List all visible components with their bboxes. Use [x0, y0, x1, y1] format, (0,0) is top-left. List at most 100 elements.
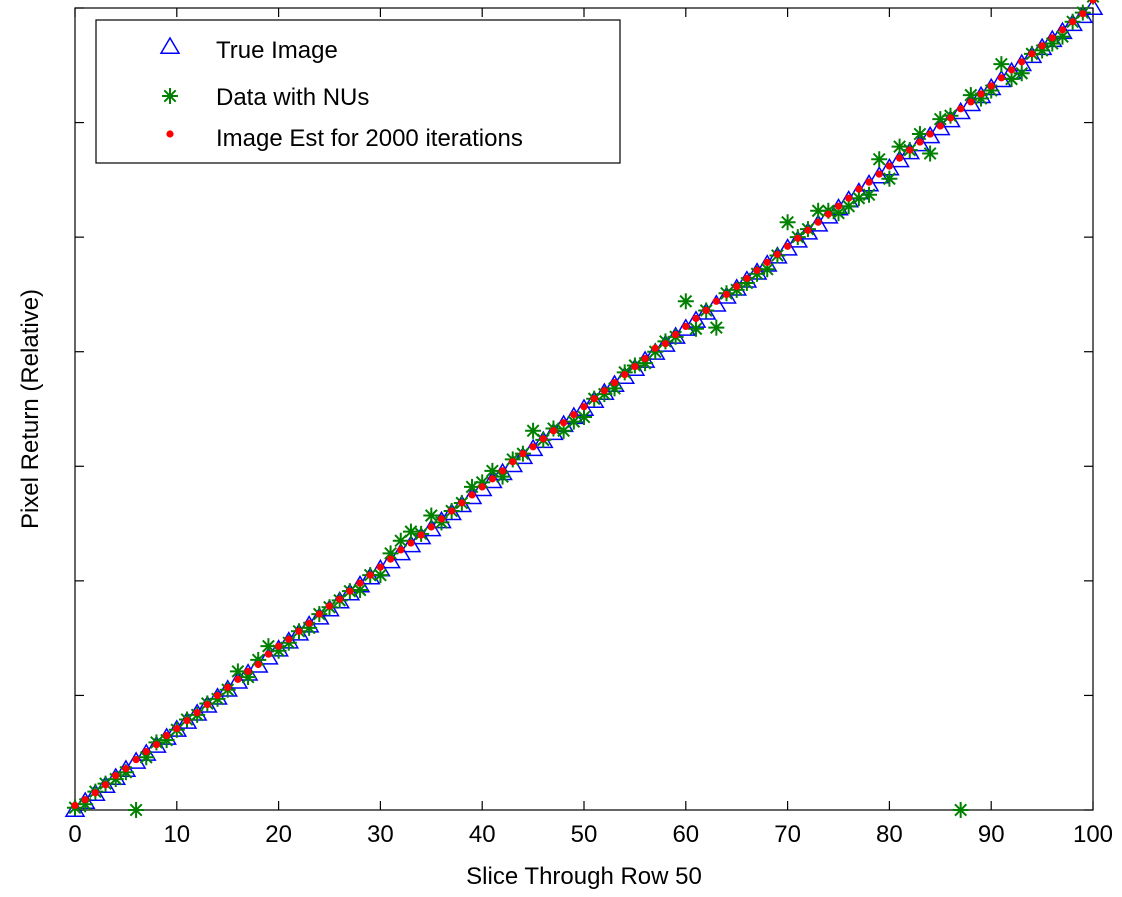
- image-est-point: [417, 531, 425, 539]
- image-est-point: [356, 579, 364, 587]
- image-est-point: [712, 297, 720, 305]
- image-est-point: [682, 322, 690, 331]
- image-est-point: [71, 801, 79, 810]
- x-tick-label: 20: [265, 821, 292, 848]
- legend-label-image-est: Image Est for 2000 iterations: [216, 125, 523, 152]
- data-nu-point: [525, 422, 542, 439]
- x-tick-label: 0: [68, 821, 81, 848]
- image-est-point: [845, 194, 853, 202]
- image-est-point: [1048, 34, 1056, 42]
- tick-labels: 0 10 20 30 40 50 60 70 80 90 100: [68, 821, 1113, 848]
- image-est-point: [498, 467, 507, 475]
- legend-marker-triangle: [159, 36, 181, 55]
- image-est-point: [916, 138, 924, 146]
- x-tick-label: 90: [978, 821, 1005, 848]
- x-tick-label: 60: [672, 821, 699, 848]
- image-est-point: [692, 314, 700, 323]
- image-est-point: [305, 619, 313, 627]
- data-nu-point: [1034, 42, 1051, 59]
- image-est-point: [468, 491, 476, 499]
- image-est-point: [1089, 0, 1097, 4]
- image-est-point: [336, 595, 344, 603]
- data-nu-point: [128, 802, 145, 818]
- x-axis-label: Slice Through Row 50: [466, 863, 702, 890]
- image-est-point: [407, 539, 415, 547]
- image-est-point: [722, 290, 731, 299]
- legend-markers: [159, 36, 181, 138]
- image-est-point: [875, 170, 883, 178]
- image-est-point: [570, 411, 578, 419]
- image-est-point: [824, 210, 832, 218]
- image-est-point: [224, 683, 232, 692]
- image-est-point: [753, 266, 761, 274]
- image-est-point: [244, 667, 252, 675]
- image-est-point: [488, 475, 496, 483]
- image-est-point: [834, 202, 843, 210]
- image-est-point: [122, 765, 130, 773]
- data-nu-point: [402, 523, 419, 540]
- image-est-point: [112, 772, 120, 780]
- data-nu-point: [240, 669, 257, 686]
- image-est-point: [1079, 10, 1087, 18]
- image-est-point: [193, 709, 201, 717]
- image-est-point: [376, 563, 384, 571]
- image-est-point: [1038, 42, 1046, 50]
- image-est-point: [794, 234, 802, 242]
- image-est-point: [346, 587, 354, 595]
- image-est-point: [132, 755, 140, 764]
- data-nu-point: [779, 214, 796, 231]
- legend-marker-dot: [166, 130, 174, 138]
- image-est-point: [437, 515, 446, 523]
- image-est-point: [672, 330, 680, 339]
- image-est-point: [946, 114, 955, 122]
- data-nu-point: [423, 507, 440, 524]
- image-est-point: [458, 499, 466, 507]
- image-est-point: [1069, 18, 1077, 26]
- image-est-point: [366, 571, 374, 579]
- image-est-point: [906, 146, 914, 154]
- image-est-point: [295, 627, 303, 635]
- image-est-point: [275, 642, 283, 650]
- image-est-point: [743, 274, 751, 282]
- image-est-point: [549, 427, 558, 435]
- image-est-point: [315, 610, 323, 618]
- image-est-point: [519, 450, 527, 458]
- legend-label-data-with-nus: Data with NUs: [216, 84, 369, 111]
- x-tick-label: 30: [367, 821, 394, 848]
- data-nu-point: [1013, 65, 1030, 82]
- data-nu-point: [474, 474, 491, 491]
- y-axis-label: Pixel Return (Relative): [17, 289, 44, 529]
- image-est-point: [386, 555, 395, 563]
- image-est-point: [91, 789, 99, 797]
- image-est-point: [539, 435, 547, 443]
- image-est-point: [631, 363, 639, 371]
- image-est-point: [814, 218, 822, 226]
- image-est-point: [895, 154, 904, 162]
- legend: True Image Data with NUs Image Est for 2…: [95, 19, 621, 164]
- data-nu-point: [392, 532, 409, 549]
- image-est-point: [600, 387, 608, 395]
- data-nu-point: [677, 293, 694, 310]
- image-est-point: [397, 546, 405, 554]
- image-est-point: [865, 178, 873, 186]
- x-tick-label: 70: [774, 821, 801, 848]
- image-est-point: [641, 354, 649, 363]
- data-nu-point: [687, 320, 704, 337]
- x-tick-label: 40: [469, 821, 496, 848]
- image-est-point: [997, 74, 1005, 82]
- image-est-point: [702, 306, 710, 315]
- image-est-point: [173, 725, 181, 733]
- image-est-point: [448, 507, 456, 515]
- image-est-point: [1018, 58, 1026, 66]
- image-est-point: [773, 250, 782, 258]
- image-est-point: [325, 602, 334, 610]
- true-image-point: [1082, 0, 1104, 16]
- image-est-point: [1007, 66, 1016, 74]
- legend-label-true-image: True Image: [216, 37, 338, 64]
- image-est-point: [183, 717, 191, 725]
- image-est-point: [427, 523, 435, 531]
- image-est-point: [1028, 50, 1036, 58]
- image-est-point: [152, 741, 161, 749]
- image-est-point: [264, 650, 273, 658]
